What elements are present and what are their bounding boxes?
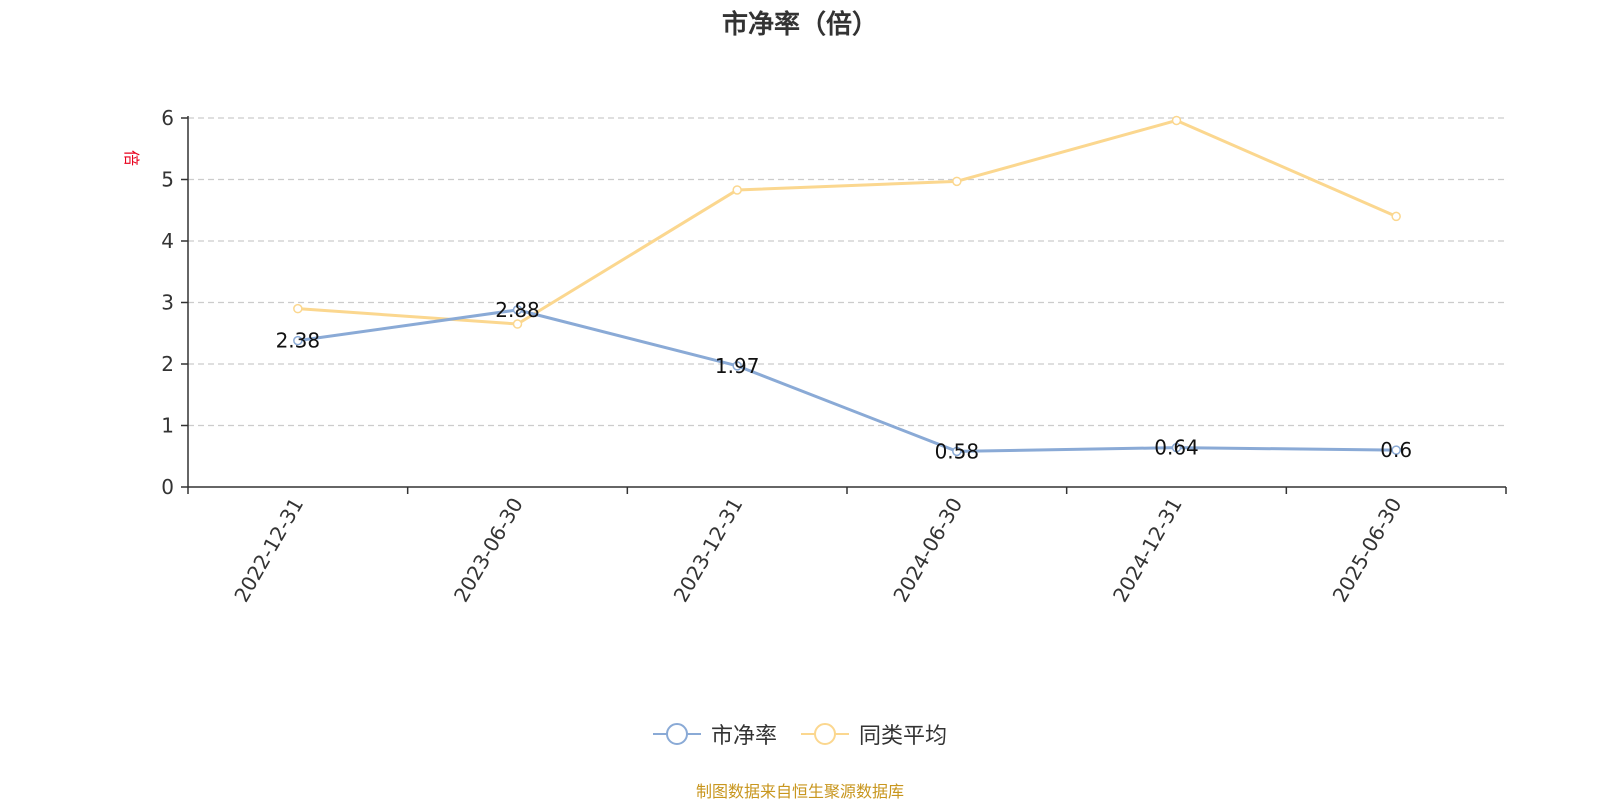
- series-line-pb: [297, 308, 1397, 453]
- data-point-peer-average: [1391, 211, 1401, 222]
- source-note: 制图数据来自恒生聚源数据库: [695, 782, 904, 801]
- data-label-pb: 0.58: [935, 439, 980, 463]
- data-point-peer-average: [952, 176, 962, 187]
- data-point-pb: [732, 361, 742, 371]
- data-point-pb: [952, 446, 962, 457]
- x-tick-label: 2023-06-30: [449, 494, 528, 607]
- y-tick-label: 5: [161, 168, 174, 192]
- data-point-pb: [512, 305, 523, 315]
- legend-peer-icon: [801, 723, 849, 745]
- data-point-peer-average: [512, 319, 523, 329]
- legend-pb-icon: [652, 723, 701, 745]
- x-tick-label: 2025-06-30: [1328, 494, 1407, 607]
- data-label-pb: 0.64: [1154, 436, 1199, 460]
- y-tick-label: 6: [161, 106, 174, 130]
- legend: 市净率 同类平均: [0, 718, 1600, 750]
- data-point-pb: [1171, 442, 1182, 453]
- y-tick-label: 0: [161, 475, 174, 499]
- x-tick-label: 2024-12-31: [1108, 494, 1187, 607]
- data-label-pb: 2.88: [495, 298, 540, 322]
- y-tick-label: 4: [161, 229, 174, 253]
- y-tick-label: 1: [161, 414, 174, 438]
- x-tick-label: 2024-06-30: [888, 493, 967, 606]
- y-tick-label: 2: [161, 352, 174, 376]
- x-tick-label: 2022-12-31: [229, 494, 308, 607]
- data-point-peer-average: [293, 303, 303, 314]
- legend-peer-label: 同类平均: [859, 724, 948, 749]
- x-tick-label: 2023-12-31: [669, 494, 748, 607]
- y-tick-label: 3: [161, 291, 174, 315]
- legend-item-peer-average[interactable]: 同类平均: [801, 718, 947, 750]
- legend-item-pb[interactable]: 市净率: [652, 718, 777, 750]
- data-point-pb: [293, 335, 303, 346]
- data-point-peer-average: [1171, 115, 1182, 126]
- y-axis-label: 倍: [122, 150, 141, 166]
- data-point-pb: [1391, 445, 1401, 455]
- data-label-pb: 2.38: [276, 329, 321, 353]
- series-line-peer-average: [297, 118, 1397, 326]
- chart-title: 市净率（倍）: [721, 10, 878, 40]
- data-point-peer-average: [732, 185, 742, 195]
- legend-pb-label: 市净率: [710, 724, 777, 749]
- data-label-pb: 1.97: [715, 354, 760, 378]
- data-label-pb: 0.6: [1380, 438, 1412, 462]
